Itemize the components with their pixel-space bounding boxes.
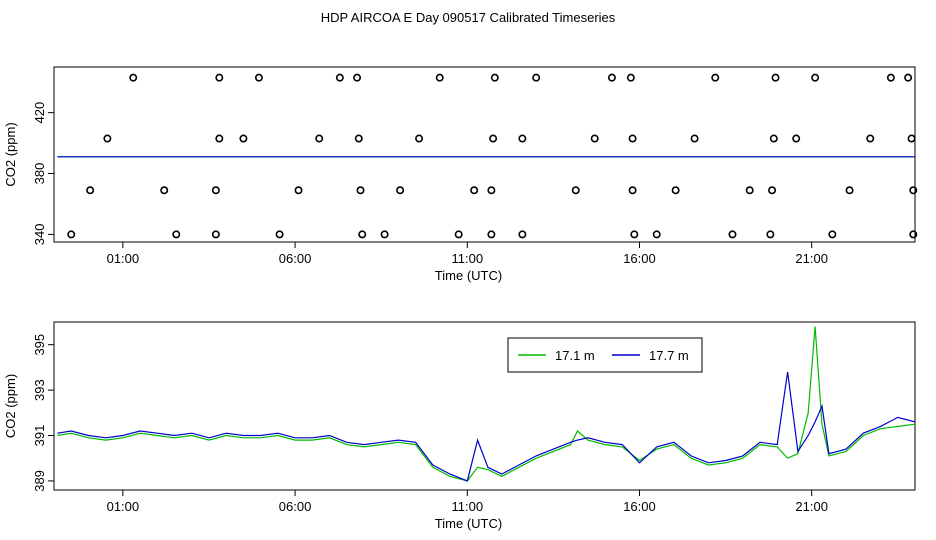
calibration-point	[103, 134, 112, 143]
calibration-point	[532, 73, 541, 82]
y-tick-label: 340	[32, 224, 47, 246]
calibration-point	[172, 230, 181, 239]
x-axis-label: Time (UTC)	[435, 268, 502, 283]
y-tick-label: 391	[32, 425, 47, 447]
calibration-point	[211, 230, 220, 239]
plot-frame	[53, 321, 916, 491]
calibration-point	[518, 230, 527, 239]
calibration-point	[907, 134, 916, 143]
y-tick-label: 395	[32, 334, 47, 356]
x-tick-label: 16:00	[623, 251, 656, 266]
calibration-point	[711, 73, 720, 82]
calibration-point	[792, 134, 801, 143]
legend-label: 17.1 m	[555, 348, 595, 363]
calibration-point	[768, 186, 777, 195]
calibration-point	[294, 186, 303, 195]
calibration-point	[771, 73, 780, 82]
x-tick-label: 11:00	[451, 251, 483, 266]
chart-title: HDP AIRCOA E Day 090517 Calibrated Times…	[321, 10, 616, 25]
x-tick-label: 06:00	[279, 251, 312, 266]
calibration-point	[353, 73, 362, 82]
calibration-point	[518, 134, 527, 143]
calibration-point	[745, 186, 754, 195]
calibration-point	[454, 230, 463, 239]
calibration-point	[728, 230, 737, 239]
x-tick-label: 01:00	[107, 251, 140, 266]
x-tick-label: 21:00	[795, 499, 828, 514]
y-tick-label: 420	[32, 102, 47, 124]
calibration-point	[215, 73, 224, 82]
calibration-point	[275, 230, 284, 239]
y-axis-label: CO2 (ppm)	[3, 122, 18, 186]
calibration-point	[590, 134, 599, 143]
calibration-point	[766, 230, 775, 239]
calibration-point	[415, 134, 424, 143]
calibration-point	[487, 186, 496, 195]
calibration-point	[86, 186, 95, 195]
calibration-point	[866, 134, 875, 143]
calibration-point	[239, 134, 248, 143]
calibration-point	[886, 73, 895, 82]
x-tick-label: 11:00	[451, 499, 483, 514]
y-tick-label: 380	[32, 163, 47, 185]
x-tick-label: 01:00	[107, 499, 140, 514]
calibration-point	[628, 134, 637, 143]
calibration-point	[628, 186, 637, 195]
plot-frame	[53, 66, 916, 243]
series-line-1	[57, 371, 915, 482]
calibration-point	[356, 186, 365, 195]
calibration-point	[487, 230, 496, 239]
calibration-point	[470, 186, 479, 195]
calibration-point	[254, 73, 263, 82]
calibration-point	[909, 186, 918, 195]
bottom-panel: 01:00 06:00 11:00 16:00 21:00 389 391 393 395 Tim…	[3, 321, 916, 531]
calibration-point	[160, 186, 169, 195]
calibration-point	[315, 134, 324, 143]
calibration-point	[904, 73, 913, 82]
y-tick-label: 389	[32, 470, 47, 492]
calibration-point	[435, 73, 444, 82]
x-tick-label: 06:00	[279, 499, 312, 514]
calibration-point	[489, 134, 498, 143]
calibration-point	[769, 134, 778, 143]
calibration-point	[380, 230, 389, 239]
calibration-point	[335, 73, 344, 82]
calibration-point	[909, 230, 918, 239]
calibration-point	[607, 73, 616, 82]
calibration-point	[396, 186, 405, 195]
calibration-point	[129, 73, 138, 82]
calibration-point	[67, 230, 76, 239]
calibration-point	[811, 73, 820, 82]
series-line-0	[57, 326, 915, 482]
calibration-point	[215, 134, 224, 143]
calibration-point	[630, 230, 639, 239]
x-axis-label: Time (UTC)	[435, 516, 502, 531]
x-tick-label: 21:00	[795, 251, 828, 266]
calibration-point	[490, 73, 499, 82]
calibration-point	[828, 230, 837, 239]
legend-label: 17.7 m	[649, 348, 689, 363]
y-axis-label: CO2 (ppm)	[3, 374, 18, 438]
top-panel: 01:00 06:00 11:00 16:00 21:00 340 380 420 Time (…	[3, 66, 918, 283]
calibration-point	[671, 186, 680, 195]
y-tick-label: 393	[32, 379, 47, 401]
calibration-point	[358, 230, 367, 239]
calibration-point	[626, 73, 635, 82]
calibration-point	[354, 134, 363, 143]
calibration-point	[845, 186, 854, 195]
calibration-point	[571, 186, 580, 195]
x-tick-label: 16:00	[623, 499, 656, 514]
calibration-point	[652, 230, 661, 239]
calibration-point	[690, 134, 699, 143]
calibration-point	[211, 186, 220, 195]
